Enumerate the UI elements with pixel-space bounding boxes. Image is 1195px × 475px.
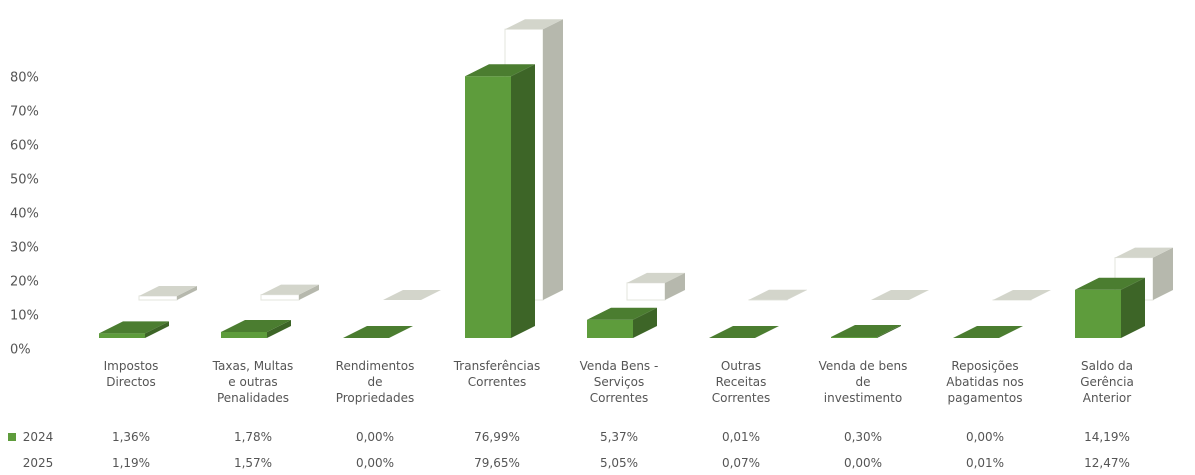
bar-front [221,331,267,338]
table-value: 0,00% [965,430,1005,444]
bar-side [787,289,807,300]
legend-label: 2024 [22,430,54,444]
bar-top [1115,247,1173,258]
bar-top [261,284,319,295]
bar-front [626,282,666,301]
table-value: 0,30% [843,430,883,444]
bar-top [505,19,563,30]
table-value: 12,47% [1084,456,1130,470]
table-value: 79,65% [474,456,520,470]
legend-swatch [8,433,16,441]
table-value: 5,37% [599,430,639,444]
table-value: 0,00% [355,430,395,444]
bar-top [993,289,1051,300]
table-value: 1,78% [233,430,273,444]
table-value: 0,00% [355,456,395,470]
bar-side [177,285,197,300]
bar-top [139,285,197,296]
bar-side [145,321,169,338]
bar-side [1121,277,1145,338]
bar-top [587,307,657,320]
bar-front [831,336,877,338]
bar-top [749,289,807,300]
category-label: Reposições Abatidas nos pagamentos [946,359,1024,405]
y-tick-label: 50% [10,173,39,188]
bar-side [1031,289,1051,300]
category-label: Outras Receitas Correntes [711,359,771,405]
bar-side [755,325,779,338]
table-value: 1,36% [111,430,151,444]
category-label: Impostos Directos [103,359,159,389]
y-tick-label: 30% [10,241,39,256]
bar-top [343,326,413,338]
bar-front [587,319,633,338]
category-label: Venda de bens de investimento [818,359,908,405]
table-value: 1,57% [233,456,273,470]
y-tick-label: 70% [10,105,39,120]
bar-front [1075,289,1121,338]
bar-side [877,324,901,338]
bar-top [465,64,535,77]
bar-side [511,64,535,338]
legend-label: 2025 [22,456,54,470]
y-tick-label: 80% [10,71,39,86]
bar-side [267,319,291,338]
table-value: 0,01% [721,430,761,444]
y-tick-label: 40% [10,207,39,222]
bar-side [665,272,685,300]
category-label: Saldo da Gerência Anterior [1080,359,1134,405]
bar-top [99,321,169,334]
bar-side [633,307,657,338]
table-value: 76,99% [474,430,520,444]
category-label: Rendimentos de Propriedades [335,359,415,405]
table-value: 0,01% [965,456,1005,470]
bar-side [1153,247,1173,300]
bar-front [99,333,145,338]
bar-front [138,295,178,301]
table-value: 1,19% [111,456,151,470]
y-tick-label: 10% [10,309,39,324]
bar-top [871,290,929,300]
table-value: 14,19% [1084,430,1130,444]
table-value: 5,05% [599,456,639,470]
bar-top [709,325,779,338]
y-tick-label: 60% [10,139,39,154]
bar-front [465,76,511,338]
bar-top [627,272,685,283]
bar-top [953,326,1023,338]
table-value: 0,00% [843,456,883,470]
bar-side [543,19,563,300]
table-value: 0,07% [721,456,761,470]
bar-side [299,284,319,300]
bar-top [383,290,441,300]
bar-front [260,294,300,301]
category-label: Venda Bens - Serviços Correntes [579,359,659,405]
y-tick-label: 20% [10,275,39,290]
category-label: Transferências Correntes [453,359,541,389]
category-label: Taxas, Multas e outras Penalidades [212,359,294,405]
bar-top [1075,277,1145,290]
bar-top [831,324,901,337]
y-tick-label: 0% [10,343,31,358]
bar-top [221,319,291,332]
